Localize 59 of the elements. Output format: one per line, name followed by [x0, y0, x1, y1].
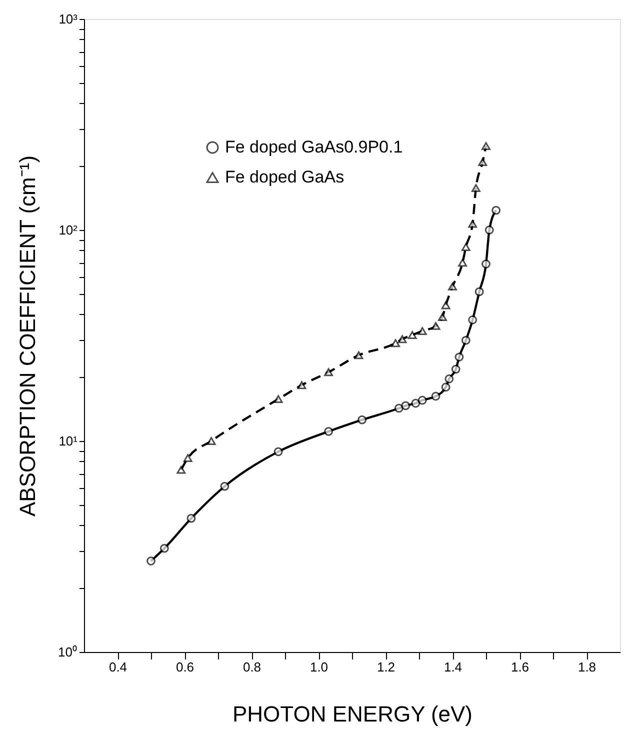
point: [398, 335, 407, 344]
point: [451, 364, 460, 374]
x-tick-label: 1.0: [310, 660, 328, 674]
point: [471, 184, 480, 192]
point: [431, 322, 440, 330]
x-tick-label: 0.6: [176, 660, 194, 674]
y-tick-label: 10²: [58, 222, 78, 238]
point: [160, 544, 169, 553]
point: [297, 381, 306, 390]
legend-label: Fe doped GaAs0.9P0.1: [225, 138, 403, 156]
point: [391, 339, 400, 348]
point: [220, 482, 230, 491]
point: [468, 220, 478, 228]
y-tick-label: 10³: [58, 12, 78, 26]
point: [401, 401, 410, 410]
point: [408, 331, 417, 339]
x-axis-title: PHOTON ENERGY (eV): [232, 702, 473, 726]
y-tick-label: 10⁰: [58, 644, 78, 660]
point: [431, 392, 440, 401]
point: [324, 426, 334, 436]
x-tick-label: 0.8: [242, 660, 262, 674]
point: [441, 301, 450, 310]
point: [146, 556, 156, 566]
point: [418, 327, 427, 335]
point: [482, 142, 490, 150]
point: [454, 352, 464, 362]
point: [438, 313, 447, 321]
point: [441, 382, 450, 392]
point: [474, 287, 484, 296]
x-tick-label: 1.4: [444, 660, 462, 674]
point: [478, 158, 488, 166]
x-tick-label: 0.4: [108, 660, 128, 674]
point: [468, 315, 478, 324]
y-axis-title: ABSORPTION COEFFICIENT (cm⁻¹): [15, 155, 40, 517]
point: [444, 374, 454, 384]
point: [274, 447, 283, 456]
point: [411, 398, 420, 408]
point: [176, 466, 186, 474]
point: [461, 336, 470, 345]
point: [358, 415, 367, 424]
y-tick-label: 10¹: [58, 434, 78, 448]
point: [448, 282, 457, 290]
point: [418, 396, 427, 405]
x-tick-label: 1.6: [510, 660, 530, 674]
point: [186, 514, 196, 523]
point: [274, 395, 283, 404]
x-tick-label: 1.2: [376, 660, 396, 674]
point: [354, 351, 364, 360]
point: [461, 243, 470, 252]
point: [394, 404, 404, 413]
point: [183, 454, 192, 462]
point: [458, 258, 468, 267]
point: [324, 368, 334, 376]
point: [492, 206, 501, 215]
point: [482, 260, 490, 268]
point: [206, 437, 216, 445]
legend-label: Fe doped GaAs: [225, 168, 344, 186]
x-tick-label: 1.8: [578, 660, 596, 674]
point: [484, 226, 494, 234]
